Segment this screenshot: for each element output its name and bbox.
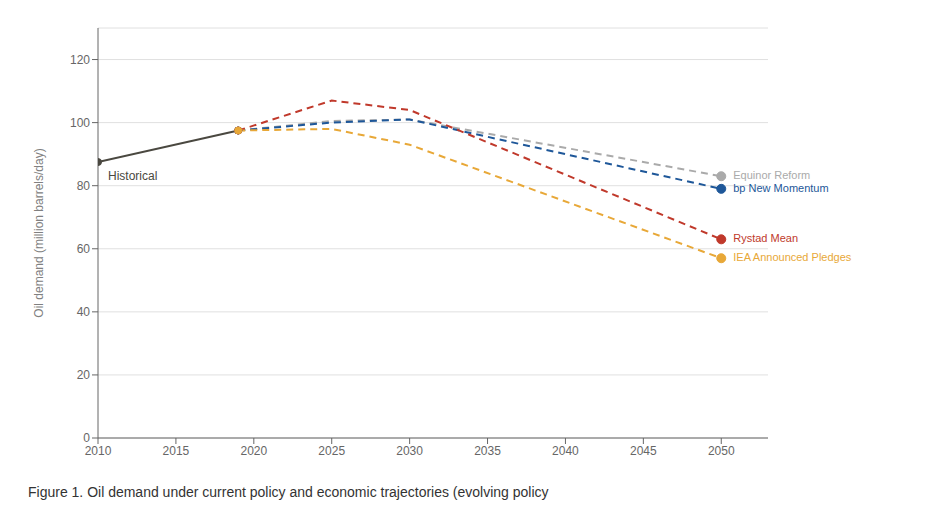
- svg-text:2030: 2030: [396, 444, 423, 458]
- svg-text:2020: 2020: [240, 444, 267, 458]
- svg-text:120: 120: [70, 53, 90, 67]
- svg-text:100: 100: [70, 116, 90, 130]
- svg-text:Equinor Reform: Equinor Reform: [733, 169, 810, 181]
- svg-text:60: 60: [77, 242, 91, 256]
- html-text:Figure 1. Oil demand under cur: Figure 1. Oil demand under current polic…: [28, 484, 549, 500]
- svg-text:0: 0: [83, 431, 90, 445]
- svg-text:2025: 2025: [318, 444, 345, 458]
- svg-text:Rystad Mean: Rystad Mean: [733, 232, 798, 244]
- svg-text:40: 40: [77, 305, 91, 319]
- svg-text:2040: 2040: [552, 444, 579, 458]
- svg-text:2050: 2050: [708, 444, 735, 458]
- svg-text:IEA Announced Pledges: IEA Announced Pledges: [733, 251, 852, 263]
- svg-text:2045: 2045: [630, 444, 657, 458]
- svg-text:bp New Momentum: bp New Momentum: [733, 182, 828, 194]
- svg-text:2010: 2010: [85, 444, 112, 458]
- svg-text:80: 80: [77, 179, 91, 193]
- svg-text:Oil demand (million barrels/da: Oil demand (million barrels/day): [32, 148, 46, 317]
- svg-text:20: 20: [77, 368, 91, 382]
- svg-text:2015: 2015: [163, 444, 190, 458]
- svg-text:2035: 2035: [474, 444, 501, 458]
- svg-text:Historical: Historical: [108, 169, 157, 183]
